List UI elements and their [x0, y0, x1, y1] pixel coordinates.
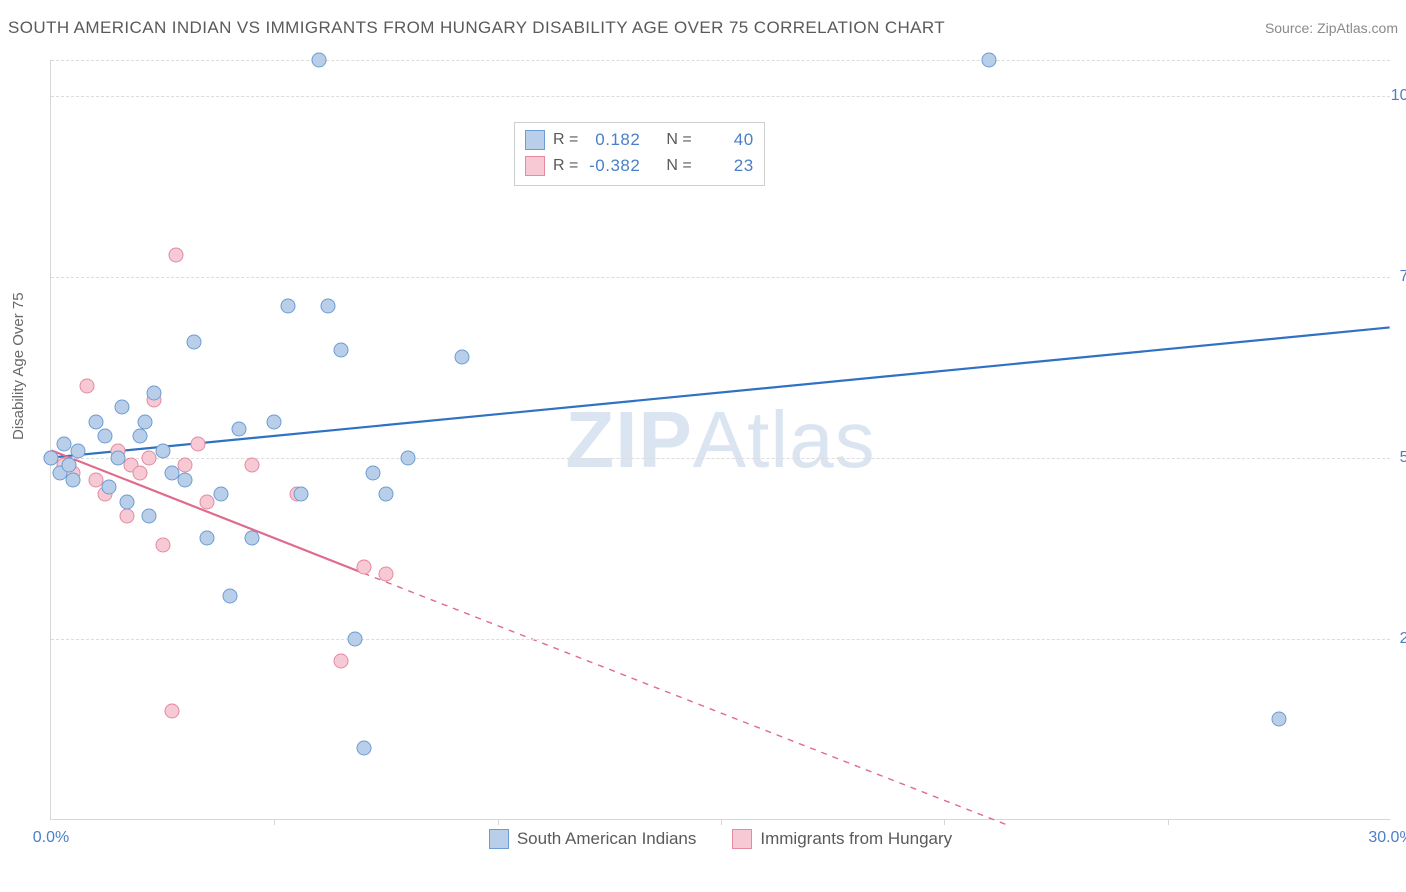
data-point-blue — [88, 414, 103, 429]
data-point-blue — [401, 451, 416, 466]
y-tick-label: 100.0% — [1391, 87, 1406, 105]
bottom-legend: South American Indians Immigrants from H… — [51, 829, 1390, 849]
x-tick — [721, 819, 722, 825]
swatch-pink — [525, 156, 545, 176]
legend-label-pink: Immigrants from Hungary — [760, 829, 952, 849]
data-point-pink — [334, 653, 349, 668]
data-point-pink — [356, 559, 371, 574]
data-point-blue — [213, 487, 228, 502]
data-point-blue — [102, 480, 117, 495]
gridline — [51, 60, 1390, 61]
data-point-blue — [222, 588, 237, 603]
legend-item-pink: Immigrants from Hungary — [732, 829, 952, 849]
data-point-blue — [155, 443, 170, 458]
data-point-blue — [70, 443, 85, 458]
data-point-blue — [119, 494, 134, 509]
data-point-blue — [200, 530, 215, 545]
chart-title: SOUTH AMERICAN INDIAN VS IMMIGRANTS FROM… — [8, 18, 945, 38]
data-point-blue — [133, 429, 148, 444]
stat-r-blue: 0.182 — [586, 127, 640, 153]
legend-item-blue: South American Indians — [489, 829, 697, 849]
data-point-blue — [280, 299, 295, 314]
data-point-blue — [97, 429, 112, 444]
data-point-blue — [245, 530, 260, 545]
data-point-blue — [44, 451, 59, 466]
source-label: Source: ZipAtlas.com — [1265, 20, 1398, 36]
y-tick-label: 75.0% — [1400, 268, 1406, 286]
data-point-pink — [178, 458, 193, 473]
data-point-blue — [379, 487, 394, 502]
data-point-pink — [191, 436, 206, 451]
x-tick-label: 0.0% — [33, 829, 69, 847]
stats-legend-box: R = 0.182 N = 40 R = -0.382 N = 23 — [514, 122, 765, 186]
data-point-blue — [186, 335, 201, 350]
watermark-light: Atlas — [693, 395, 876, 484]
gridline — [51, 639, 1390, 640]
x-tick — [1168, 819, 1169, 825]
data-point-pink — [79, 378, 94, 393]
data-point-blue — [146, 385, 161, 400]
legend-label-blue: South American Indians — [517, 829, 697, 849]
stat-n-blue: 40 — [700, 127, 754, 153]
data-point-blue — [142, 509, 157, 524]
watermark-bold: ZIP — [565, 395, 692, 484]
x-tick-label: 30.0% — [1368, 829, 1406, 847]
data-point-blue — [347, 632, 362, 647]
data-point-pink — [119, 509, 134, 524]
stats-row-blue: R = 0.182 N = 40 — [525, 127, 754, 153]
y-tick-label: 50.0% — [1400, 449, 1406, 467]
data-point-blue — [356, 740, 371, 755]
data-point-blue — [454, 349, 469, 364]
data-point-blue — [267, 414, 282, 429]
data-point-blue — [66, 472, 81, 487]
trend-line — [364, 573, 1011, 826]
swatch-blue — [489, 829, 509, 849]
x-tick — [944, 819, 945, 825]
gridline — [51, 96, 1390, 97]
data-point-blue — [1272, 711, 1287, 726]
y-tick-label: 25.0% — [1400, 630, 1406, 648]
data-point-blue — [334, 342, 349, 357]
data-point-pink — [245, 458, 260, 473]
swatch-pink — [732, 829, 752, 849]
data-point-blue — [231, 422, 246, 437]
data-point-blue — [115, 400, 130, 415]
data-point-pink — [164, 704, 179, 719]
stat-r-pink: -0.382 — [586, 153, 640, 179]
x-tick — [274, 819, 275, 825]
plot-area: ZIPAtlas R = 0.182 N = 40 R = -0.382 N =… — [50, 60, 1390, 820]
watermark: ZIPAtlas — [565, 394, 875, 486]
stat-r-label: R = — [553, 127, 578, 153]
data-point-pink — [169, 248, 184, 263]
data-point-blue — [111, 451, 126, 466]
stat-r-label: R = — [553, 153, 578, 179]
trend-line — [51, 327, 1389, 457]
stat-n-label: N = — [666, 127, 691, 153]
swatch-blue — [525, 130, 545, 150]
stat-n-label: N = — [666, 153, 691, 179]
gridline — [51, 277, 1390, 278]
trend-line — [51, 450, 363, 573]
data-point-pink — [133, 465, 148, 480]
x-tick — [498, 819, 499, 825]
data-point-blue — [365, 465, 380, 480]
data-point-blue — [320, 299, 335, 314]
stats-row-pink: R = -0.382 N = 23 — [525, 153, 754, 179]
data-point-blue — [312, 53, 327, 68]
data-point-pink — [155, 537, 170, 552]
data-point-blue — [137, 414, 152, 429]
data-point-blue — [178, 472, 193, 487]
data-point-blue — [982, 53, 997, 68]
data-point-pink — [379, 566, 394, 581]
stat-n-pink: 23 — [700, 153, 754, 179]
data-point-blue — [61, 458, 76, 473]
data-point-blue — [294, 487, 309, 502]
y-axis-label: Disability Age Over 75 — [10, 292, 27, 440]
